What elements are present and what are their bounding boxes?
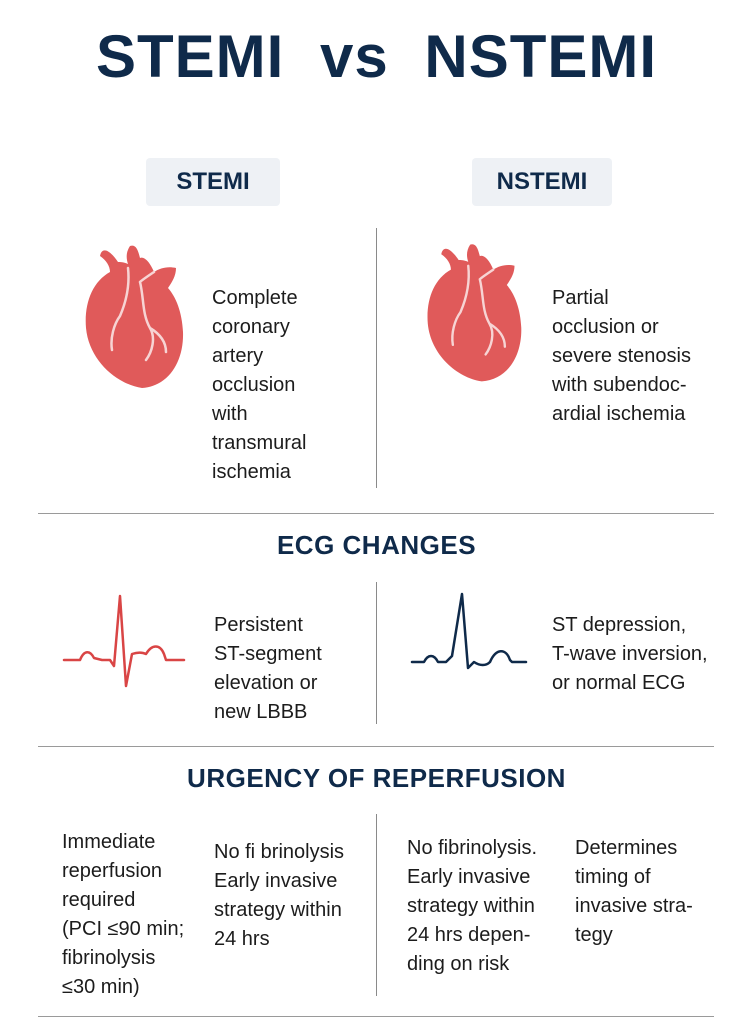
- page-title: STEMI vs NSTEMI: [95, 23, 658, 90]
- nstemi-label: NSTEMI: [472, 158, 612, 206]
- column-divider: [376, 814, 377, 996]
- section-divider: [38, 746, 714, 747]
- ecg-waveform-icon: [410, 592, 528, 670]
- stemi-urgency-text: Immediate reperfusion required (PCI ≤90 …: [62, 831, 185, 998]
- column-divider: [376, 228, 377, 488]
- stemi-ecg-text: Persistent ST-segment elevation or new L…: [214, 614, 322, 723]
- stemi-label: STEMI: [146, 158, 280, 206]
- nstemi-description: Partial occlusion or severe stenosis wit…: [552, 287, 691, 425]
- nstemi-urgency-note: Determines timing of invasive stra- tegy: [575, 837, 693, 946]
- section-divider: [38, 513, 714, 514]
- ecg-waveform-icon: [62, 594, 186, 688]
- urgency-heading: URGENCY OF REPERFUSION: [187, 763, 566, 793]
- nstemi-urgency-text: No fibrinolysis. Early invasive strategy…: [407, 837, 538, 975]
- ecg-heading: ECG CHANGES: [276, 530, 477, 560]
- stemi-urgency-note: No fi brinolysis Early invasive strategy…: [214, 841, 345, 950]
- heart-icon: [427, 244, 522, 382]
- stemi-description: Complete coronary artery occlusion with …: [212, 287, 307, 483]
- heart-icon: [85, 245, 184, 388]
- column-divider: [376, 582, 377, 724]
- nstemi-ecg-text: ST depression, T-wave inversion, or norm…: [552, 614, 708, 694]
- section-divider: [38, 1016, 714, 1017]
